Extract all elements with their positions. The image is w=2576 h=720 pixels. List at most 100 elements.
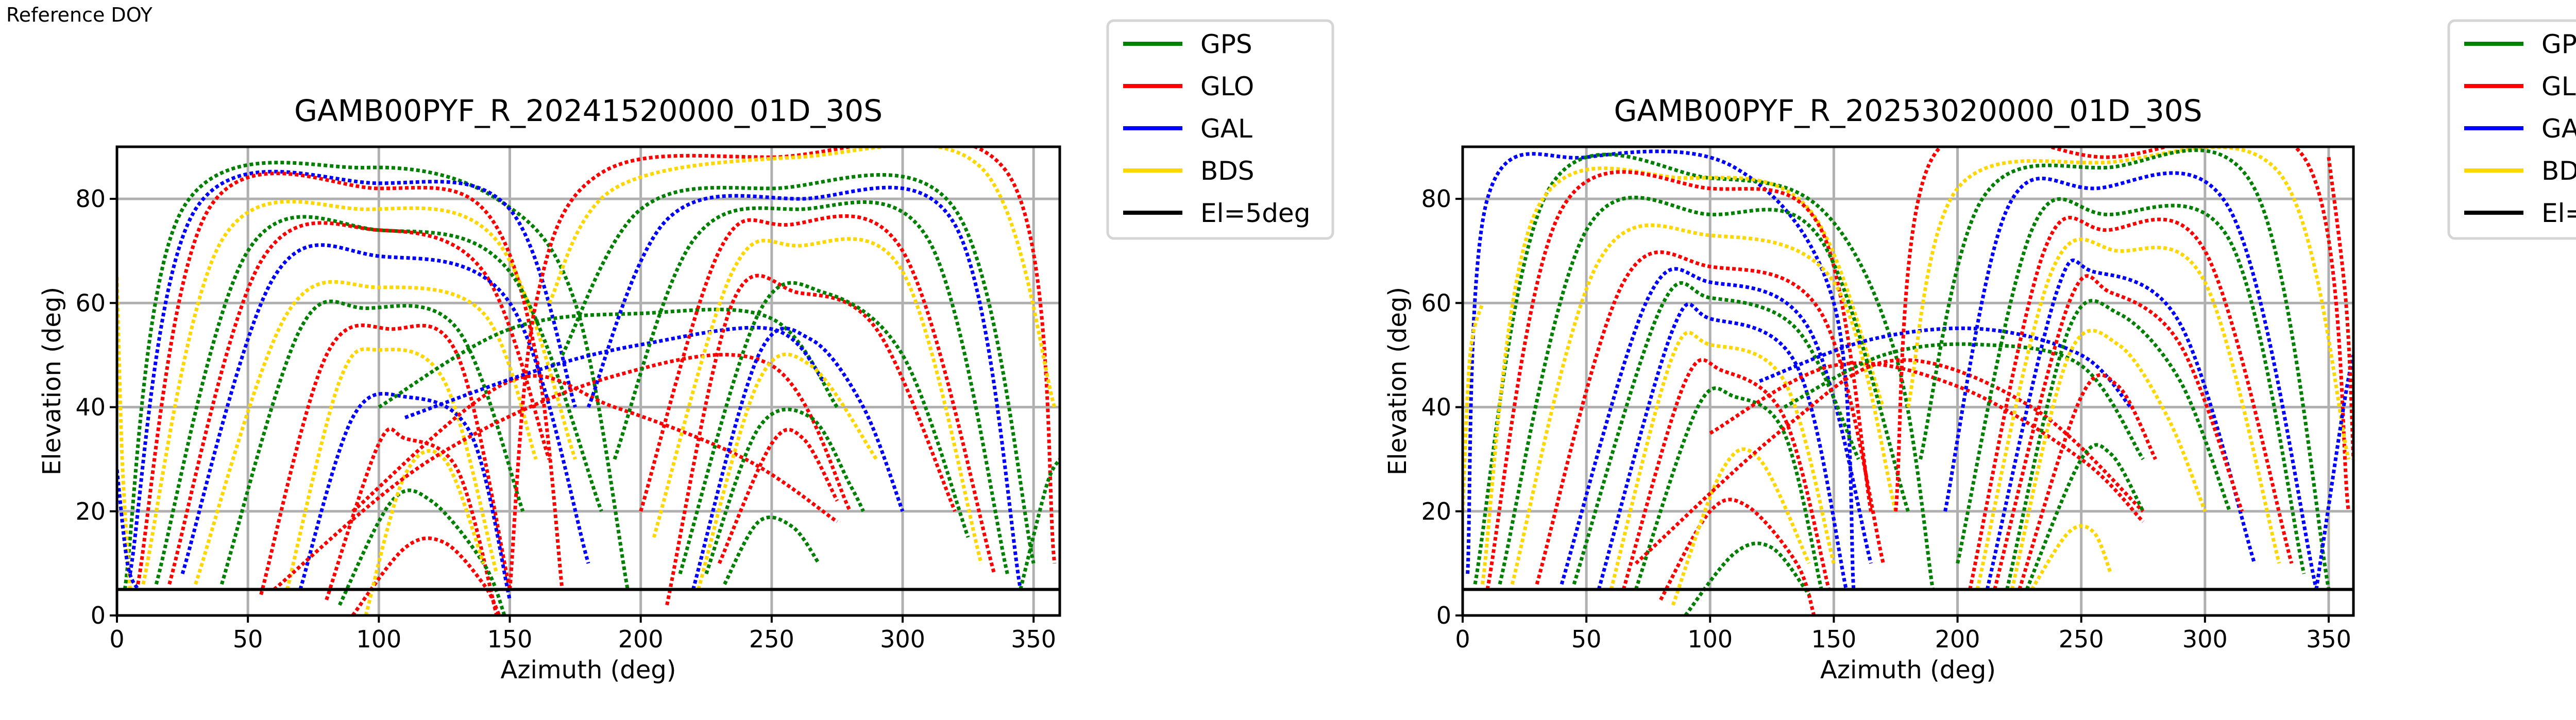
legend-label: GLO (1200, 72, 1254, 101)
legend-label: BDS (2541, 156, 2576, 186)
track-gps (378, 307, 839, 409)
y-tick-label: 60 (1421, 289, 1451, 317)
track-glo (136, 172, 564, 590)
y-tick-label: 20 (1421, 498, 1451, 525)
x-tick-label: 250 (2059, 625, 2104, 653)
track-bds (364, 449, 485, 615)
track-glo (2327, 157, 2353, 459)
legend-label: El=5deg (1200, 198, 1310, 228)
legend-label: GAL (1200, 114, 1252, 144)
y-axis-label: Elevation (deg) (38, 287, 66, 475)
reference-doy-label: Reference DOY (6, 4, 153, 26)
track-glo (1535, 250, 1885, 585)
track-glo (1993, 274, 2244, 590)
track-gps (1473, 152, 1935, 590)
legend-label: BDS (1200, 156, 1255, 186)
legend-box (1106, 19, 1334, 240)
track-gps (1498, 195, 1910, 585)
y-tick-label: 80 (75, 185, 106, 213)
track-glo (1709, 361, 2145, 523)
track-gps (123, 161, 630, 590)
track-gps (337, 488, 506, 615)
track-gal (586, 185, 1023, 590)
track-glo (1621, 358, 1831, 590)
track-gal (1943, 171, 2318, 590)
track-gps (561, 173, 1036, 564)
x-tick-label: 50 (233, 625, 263, 653)
x-tick-label: 200 (1935, 625, 1980, 653)
track-gal (691, 327, 905, 590)
track-bds (2010, 329, 2207, 590)
track-glo (2018, 373, 2157, 590)
track-bds (697, 352, 878, 590)
x-tick-label: 300 (880, 625, 925, 653)
x-tick-label: 0 (109, 625, 124, 653)
track-gps (1783, 342, 2145, 460)
chart-title: GAMB00PYF_R_20241520000_01D_30S (294, 93, 883, 128)
track-gal (1560, 267, 1873, 585)
track-gps (613, 200, 1009, 574)
x-tick-label: 250 (749, 625, 794, 653)
track-bds (285, 347, 499, 590)
track-bds (1609, 331, 1836, 590)
track-gps (154, 215, 603, 585)
track-bds (652, 237, 983, 564)
track-gal (1759, 326, 2132, 408)
track-gps (1572, 281, 1860, 585)
track-gps (1684, 541, 1811, 615)
track-bds (1671, 447, 1811, 606)
track-gps (678, 281, 970, 575)
legend-label: El=5deg (2541, 198, 2576, 228)
track-bds (194, 280, 538, 585)
chart-panel-2: 0 50 100 150 200 250 300 350 0 20 40 60 80 GAMB00PYF_… (1383, 19, 2576, 684)
grid (1461, 147, 2353, 617)
x-tick-label: 100 (1687, 625, 1733, 653)
axes-frame (1461, 145, 2355, 617)
track-bds (1975, 237, 2281, 590)
x-tick-label: 350 (2306, 625, 2351, 653)
track-bds (547, 147, 1057, 408)
x-tick-label: 150 (487, 625, 533, 653)
track-glo (1968, 216, 2294, 590)
satellite-tracks (117, 147, 1060, 615)
legend: GPS GLO GAL BDS El=5deg (2447, 19, 2576, 240)
x-tick-label: 100 (356, 625, 401, 653)
track-glo (167, 221, 551, 585)
y-tick-label: 0 (91, 602, 106, 629)
legend-label: GPS (2541, 29, 2576, 59)
track-gps (2005, 299, 2232, 590)
track-gps (2025, 443, 2145, 590)
track-bds (1510, 223, 1897, 585)
track-gps (219, 299, 525, 585)
track-gal (117, 469, 140, 591)
y-tick-label: 20 (75, 498, 106, 525)
track-glo (665, 273, 957, 606)
track-gal (298, 391, 512, 601)
track-gal (128, 169, 577, 574)
legend-label: GLO (2541, 72, 2576, 101)
y-tick-label: 0 (1436, 602, 1451, 629)
chart-panel-1: 0 50 100 150 200 250 300 350 0 20 40 60 80 GAMB00PYF_… (38, 19, 1334, 684)
track-gal (1985, 258, 2257, 590)
track-glo (351, 374, 838, 523)
track-glo (508, 147, 1057, 590)
track-gps (1919, 148, 2331, 590)
x-tick-label: 300 (2182, 625, 2228, 653)
y-tick-label: 40 (1421, 393, 1451, 421)
x-tick-label: 350 (1011, 625, 1056, 653)
track-bds (1463, 302, 1484, 511)
x-tick-label: 0 (1455, 625, 1470, 653)
track-glo (1894, 147, 2350, 512)
track-gal (180, 243, 590, 575)
track-glo (639, 214, 996, 575)
track-glo (259, 323, 512, 595)
track-gal (1466, 149, 1856, 590)
y-axis-label: Elevation (deg) (1383, 287, 1412, 475)
track-gal (1597, 302, 1848, 590)
chart-title: GAMB00PYF_R_20253020000_01D_30S (1614, 93, 2202, 128)
track-glo (273, 353, 852, 591)
y-tick-label: 80 (1421, 185, 1451, 213)
track-bds (1906, 147, 2350, 460)
legend-label: GAL (2541, 114, 2576, 144)
track-gps (723, 515, 821, 586)
